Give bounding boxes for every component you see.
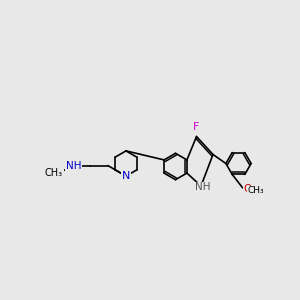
Text: N: N	[122, 171, 130, 181]
Text: CH₃: CH₃	[248, 186, 264, 195]
Text: CH₃: CH₃	[45, 168, 63, 178]
Text: NH: NH	[66, 160, 81, 171]
Text: NH: NH	[195, 182, 210, 193]
Text: F: F	[193, 122, 200, 133]
Text: O: O	[243, 184, 251, 194]
